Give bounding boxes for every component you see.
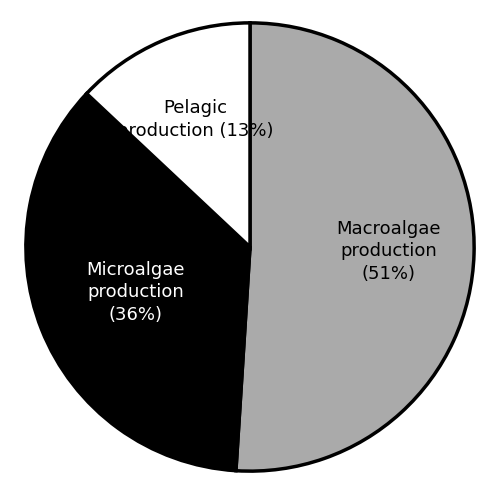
Text: Microalgae
production
(36%): Microalgae production (36%) xyxy=(86,261,184,324)
Wedge shape xyxy=(26,93,250,471)
Text: Pelagic
production (13%): Pelagic production (13%) xyxy=(116,99,273,140)
Text: Macroalgae
production
(51%): Macroalgae production (51%) xyxy=(336,220,441,283)
Wedge shape xyxy=(236,23,474,471)
Wedge shape xyxy=(86,23,250,247)
